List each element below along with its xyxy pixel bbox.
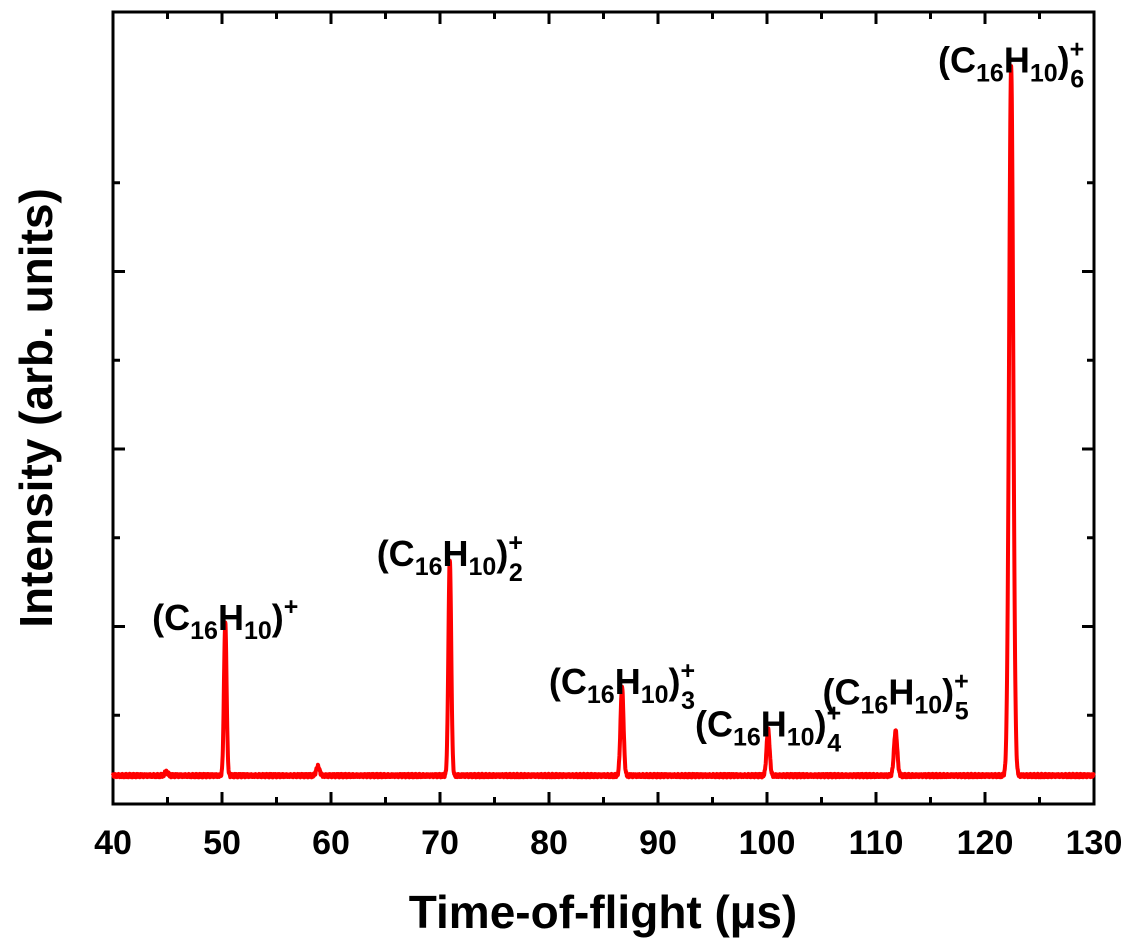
y-axis-title: Intensity (arb. units) [10,188,62,628]
peak-label: (C16H10)+ 2 [377,529,523,587]
x-tick-label: 60 [312,824,350,862]
peak-label: (C16H10)+ 6 [938,36,1084,94]
peak-label: (C16H10)+ [152,593,298,645]
x-tick-label: 100 [739,824,796,862]
ticks [111,12,1096,804]
peak-label: (C16H10)+ 3 [549,657,695,715]
x-axis-title: Time-of-flight (µs) [409,886,797,938]
peak-label: (C16H10)+ 4 [695,700,841,758]
x-tick-label: 110 [849,824,904,862]
spectrum-line [111,64,1096,780]
x-tick-label: 90 [639,824,677,862]
x-tick-label: 130 [1066,824,1123,862]
peak-annotations: (C16H10)+(C16H10)+ 2(C16H10)+ 3(C16H10)+ 4(… [152,36,1084,758]
peak-label: (C16H10)+ 5 [823,668,969,726]
x-tick-label: 50 [203,824,241,862]
x-tick-labels: 40 50 60 70 80 90 100 110 120 130 [94,824,1122,862]
x-tick-label: 80 [530,824,568,862]
x-tick-label: 40 [94,824,132,862]
x-tick-label: 120 [957,824,1014,862]
x-tick-label: 70 [421,824,459,862]
